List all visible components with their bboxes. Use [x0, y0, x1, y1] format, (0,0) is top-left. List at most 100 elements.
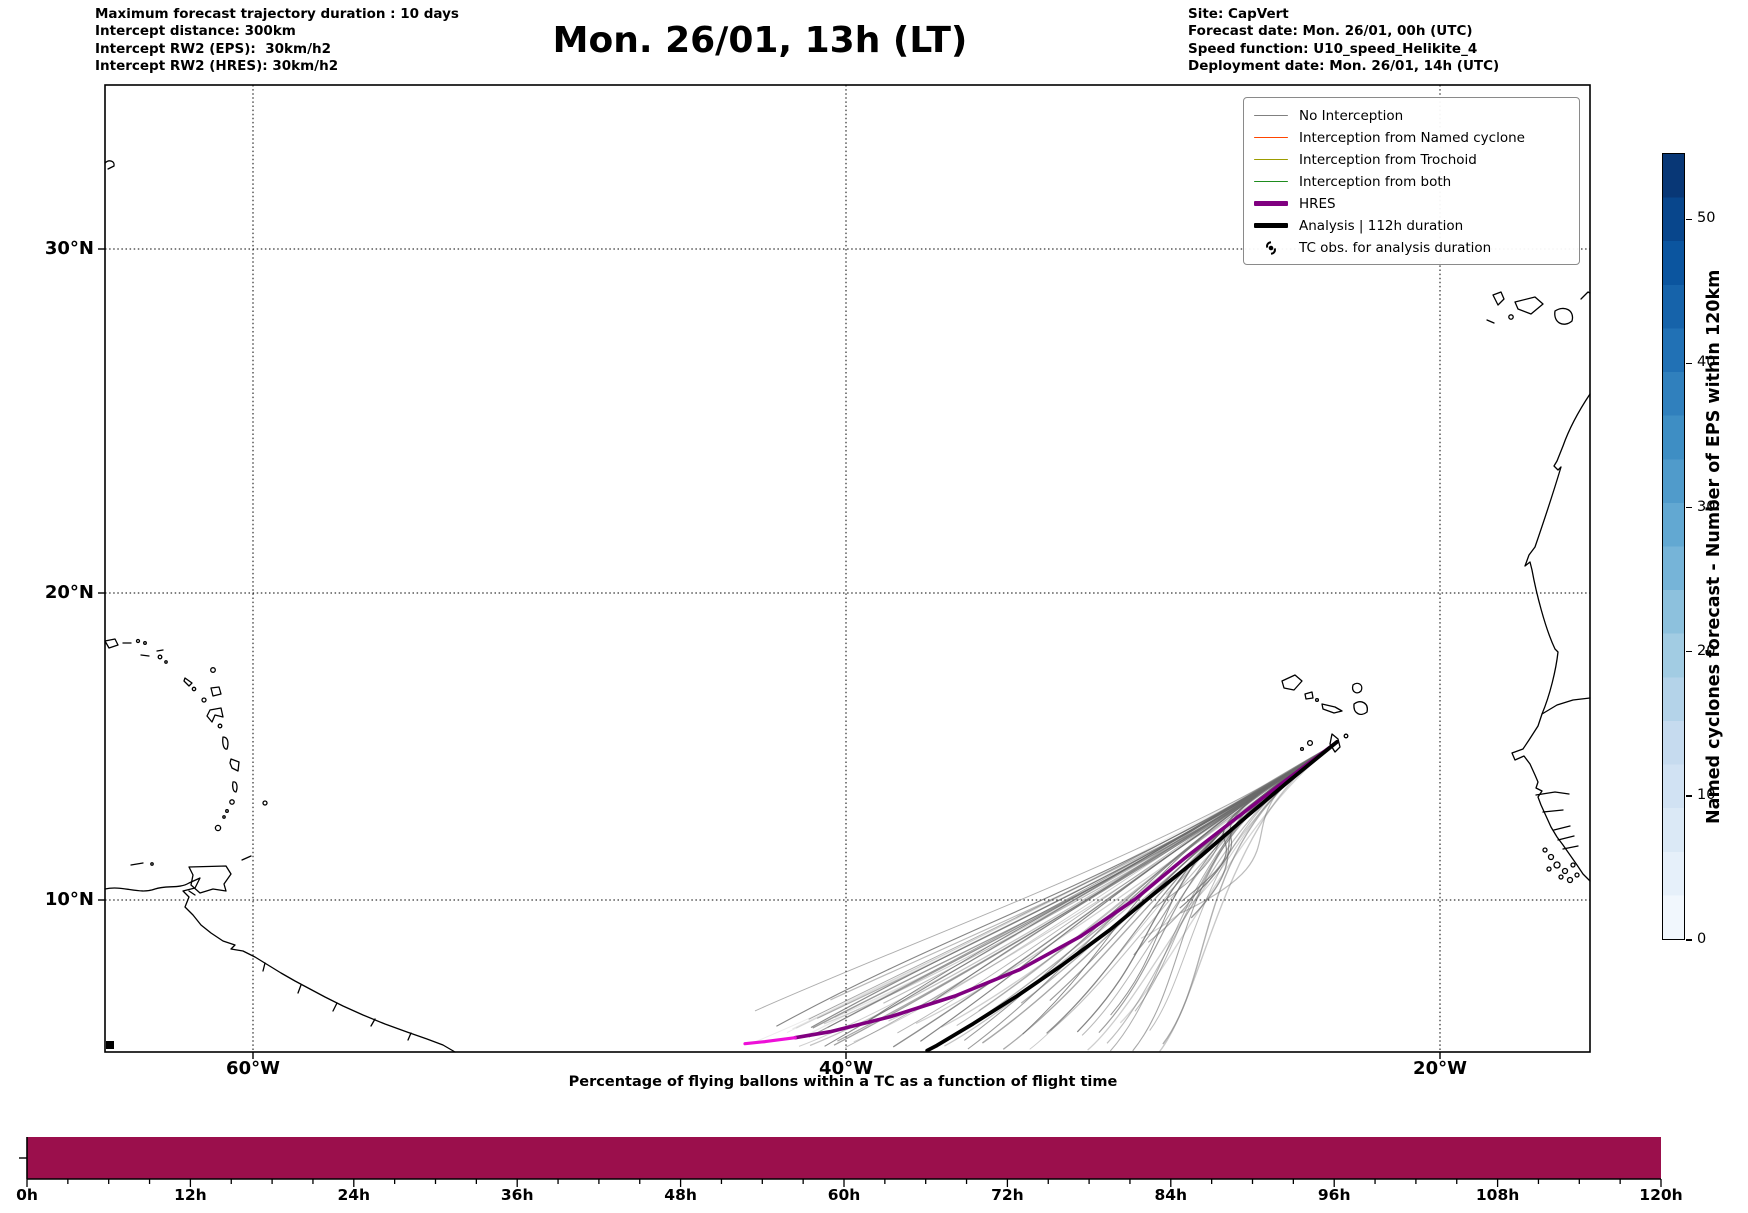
- ensemble-trajectory: [808, 742, 1337, 1038]
- header-right-block: Site: CapVert Forecast date: Mon. 26/01, …: [1188, 6, 1499, 76]
- legend-line-icon: [1254, 136, 1288, 139]
- ensemble-trajectory: [1098, 742, 1337, 1034]
- map-x-tick-60°W: 60°W: [226, 1058, 280, 1079]
- coastline-margarita: [130, 862, 144, 866]
- legend-item-2: Interception from Trochoid: [1254, 149, 1571, 170]
- legend-item-3: Interception from both: [1254, 171, 1571, 192]
- bottom-x-tick-96h: 96h: [1317, 1186, 1351, 1204]
- header-left-line-3: Intercept RW2 (HRES): 30km/h2: [95, 58, 339, 75]
- bottom-x-tick-60h: 60h: [827, 1186, 861, 1204]
- legend-label-4: HRES: [1299, 195, 1336, 212]
- legend-sample-0: [1254, 114, 1288, 117]
- legend-line-icon: [1254, 201, 1288, 206]
- legend-item-1: Interception from Named cyclone: [1254, 127, 1571, 148]
- colorbar-label: Named cyclones forecast - Number of EPS …: [1704, 269, 1724, 824]
- header-right-line-3: Deployment date: Mon. 26/01, 14h (UTC): [1188, 58, 1500, 75]
- legend-label-0: No Interception: [1299, 107, 1404, 124]
- ensemble-trajectory: [1132, 742, 1337, 1052]
- legend-item-0: No Interception: [1254, 105, 1571, 126]
- ensemble-trajectory: [956, 742, 1337, 1027]
- colorbar-tick-label-40: 40: [1697, 354, 1716, 371]
- corner-mark: [106, 1041, 114, 1049]
- bottom-x-tick-120h: 120h: [1639, 1186, 1683, 1204]
- ensemble-trajectory: [1109, 742, 1337, 1052]
- coastline-west-africa: [1511, 393, 1591, 882]
- coastline-gambia-river: [1535, 791, 1570, 796]
- header-right-line-2: Speed function: U10_speed_Helikite_4: [1188, 40, 1478, 57]
- legend-sample-4: [1254, 201, 1288, 206]
- legend-line-icon: [1254, 223, 1288, 228]
- header-left-line-1: Intercept distance: 300km: [95, 23, 296, 40]
- coastline-cape-verde-islands: [1281, 674, 1368, 753]
- map-x-tick-40°W: 40°W: [819, 1058, 873, 1079]
- map-axis-ticks: [98, 248, 1441, 1059]
- header-right-line-0: Site: CapVert: [1188, 6, 1289, 22]
- ensemble-trajectory: [808, 743, 1337, 1020]
- colorbar-tick-mark-20: [1686, 651, 1692, 653]
- ensemble-trajectory: [845, 743, 1337, 1048]
- coastline-tobago: [241, 855, 252, 861]
- colorbar-tick-mark-10: [1686, 795, 1692, 797]
- legend-item-6: TC obs. for analysis duration: [1254, 237, 1571, 258]
- flight-time-bar: [27, 1137, 1661, 1179]
- coastlines: [104, 160, 1591, 1053]
- tc-obs-marker-icon: [1266, 240, 1276, 255]
- legend-line-icon: [1254, 158, 1288, 161]
- map-y-tick-10°N: 10°N: [44, 889, 94, 910]
- legend-label-1: Interception from Named cyclone: [1299, 129, 1525, 146]
- colorbar-tick-mark-40: [1686, 362, 1692, 365]
- bottom-x-tick-48h: 48h: [664, 1186, 697, 1204]
- ensemble-trajectory: [792, 743, 1337, 1030]
- ensemble-trajectory: [824, 742, 1337, 1047]
- legend-sample-6: [1254, 240, 1288, 256]
- colorbar-tick-label-30: 30: [1697, 498, 1716, 515]
- coastline-bermuda: [104, 160, 115, 170]
- bottom-bar-chart: [19, 1137, 1662, 1187]
- coastline-casamance: [1542, 809, 1564, 813]
- colorbar-tick-label-20: 20: [1697, 642, 1716, 659]
- colorbar-tick-label-10: 10: [1697, 786, 1716, 803]
- coastline-dominica: [222, 736, 229, 750]
- ensemble-trajectory: [1149, 742, 1337, 1031]
- bottom-x-tick-36h: 36h: [500, 1186, 534, 1204]
- coastline-south-america: [104, 877, 456, 1053]
- legend-sample-3: [1254, 180, 1288, 183]
- trajectory-hres-tail: [743, 1036, 797, 1046]
- legend-sample-1: [1254, 136, 1288, 139]
- bottom-x-tick-84h: 84h: [1154, 1186, 1188, 1204]
- ensemble-trajectory: [883, 742, 1337, 1004]
- legend-item-4: HRES: [1254, 193, 1571, 214]
- bottom-x-tick-72h: 72h: [991, 1186, 1024, 1204]
- ensemble-trajectory: [1119, 742, 1337, 1024]
- legend-item-5: Analysis | 112h duration: [1254, 215, 1571, 236]
- coastline-martinique: [229, 758, 240, 772]
- colorbar-tick-label-0: 0: [1697, 931, 1707, 947]
- map-y-tick-20°N: 20°N: [44, 582, 94, 603]
- colorbar-tick-mark-30: [1686, 506, 1692, 509]
- coastline-barbados: [262, 800, 268, 806]
- coastline-st-lucia: [231, 781, 238, 793]
- colorbar-tick-mark-50: [1686, 218, 1692, 220]
- figure-title: Mon. 26/01, 13h (LT): [552, 20, 968, 61]
- coastline-puerto-rico-tip: [104, 638, 119, 649]
- bottom-x-ticks: [26, 1179, 1662, 1187]
- coastline-antigua: [210, 686, 222, 697]
- colorbar-tick-mark-0: [1686, 939, 1692, 941]
- map-x-tick-20°W: 20°W: [1413, 1058, 1467, 1079]
- colorbar: [1662, 153, 1685, 940]
- trajectory-analysis-112h-duration: [925, 740, 1339, 1053]
- bottom-x-tick-24h: 24h: [337, 1186, 371, 1204]
- coastline-bijagos-islands: [1542, 847, 1580, 884]
- map-frame: [104, 84, 1591, 1053]
- coastline-senegal-river: [1541, 697, 1591, 715]
- header-left-block: Maximum forecast trajectory duration : 1…: [95, 6, 459, 76]
- trajectory-hres: [793, 740, 1339, 1040]
- header-right-line-1: Forecast date: Mon. 26/01, 00h (UTC): [1188, 23, 1473, 40]
- coastline-canary-islands: [1486, 291, 1591, 325]
- map-legend: No Interception Interception from Named c…: [1243, 97, 1580, 265]
- coastline-grenada: [214, 824, 222, 832]
- colorbar-tick-label-50: 50: [1697, 210, 1716, 227]
- bottom-x-tick-12h: 12h: [174, 1186, 207, 1204]
- coastline-trinidad: [188, 865, 232, 894]
